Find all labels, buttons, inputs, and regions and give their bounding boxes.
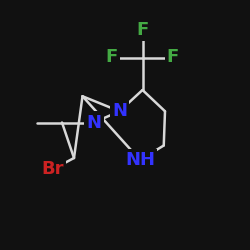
Text: N: N bbox=[112, 102, 127, 120]
Text: F: F bbox=[167, 48, 179, 66]
Text: F: F bbox=[136, 21, 148, 39]
Text: F: F bbox=[105, 48, 118, 66]
Text: N: N bbox=[86, 114, 102, 132]
Text: NH: NH bbox=[125, 151, 155, 169]
Text: Br: Br bbox=[41, 160, 64, 178]
